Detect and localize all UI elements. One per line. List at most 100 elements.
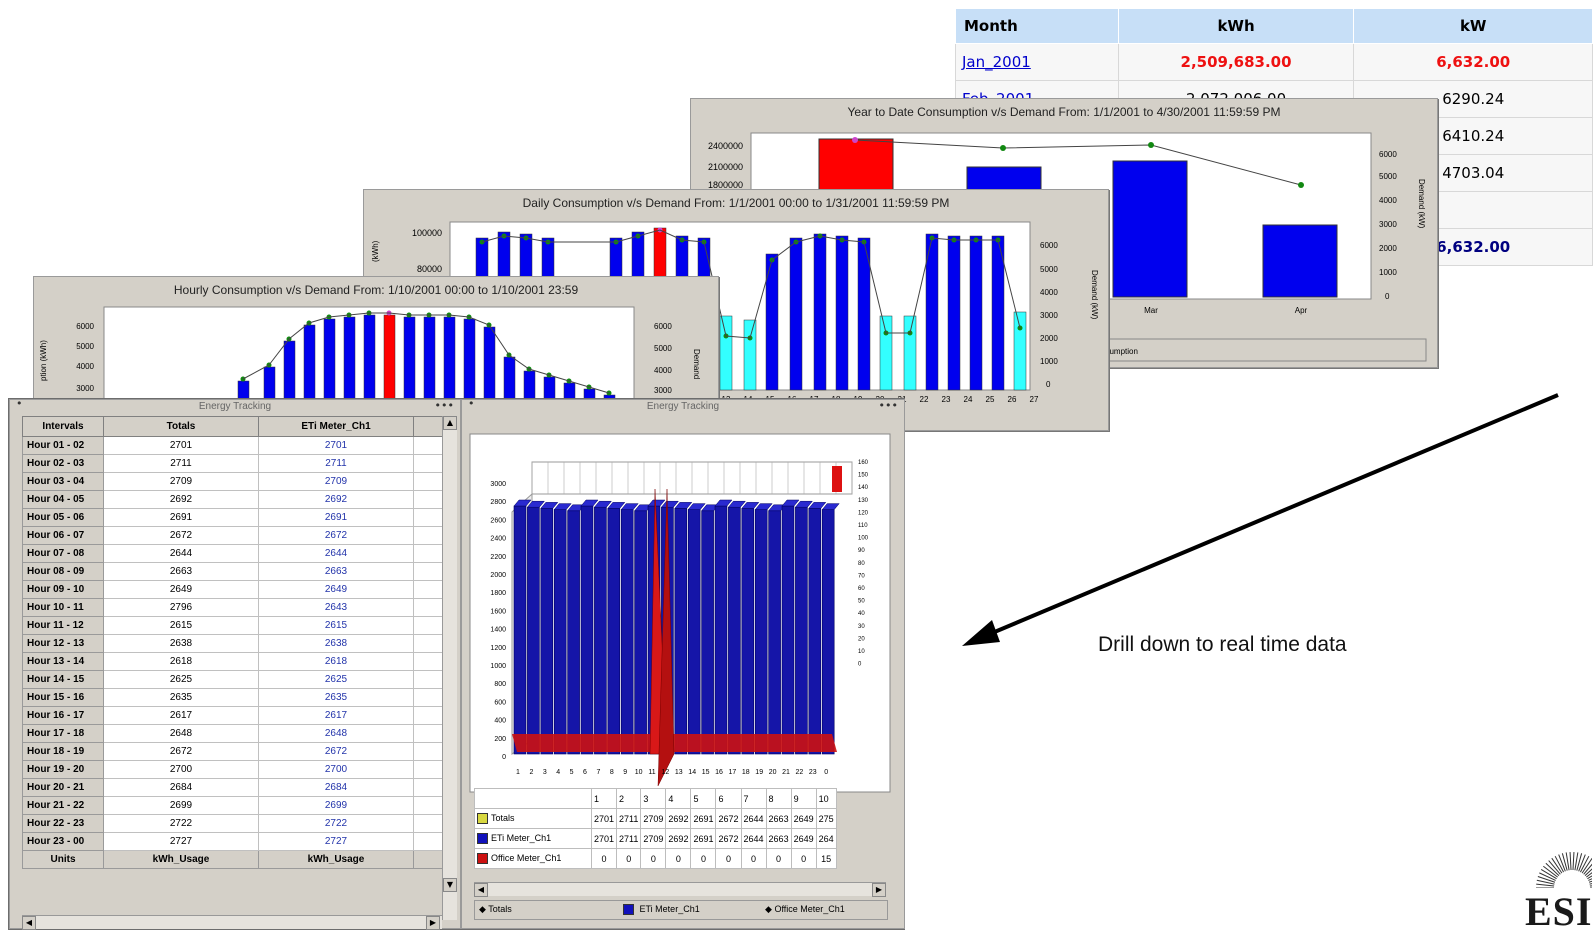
month-link-jan[interactable]: Jan_2001 bbox=[962, 53, 1031, 71]
series-value: 275 bbox=[815, 808, 837, 829]
daily-bar bbox=[743, 319, 757, 391]
kwh-cell: 2,509,683.00 bbox=[1117, 43, 1355, 81]
table-row[interactable]: Hour 12 - 13 2638 2638 bbox=[22, 634, 451, 653]
table-row[interactable]: Hour 20 - 21 2684 2684 bbox=[22, 778, 451, 797]
scroll-left-icon[interactable]: ◀ bbox=[474, 883, 488, 897]
y-tick: 2600 bbox=[490, 517, 506, 524]
daily-bar bbox=[765, 253, 779, 391]
sunburst-ray bbox=[1581, 857, 1592, 874]
vertical-scrollbar[interactable]: ▲ ▼ bbox=[442, 416, 457, 920]
series-value: 0 bbox=[715, 848, 742, 869]
month-header: Month bbox=[955, 8, 1119, 44]
energy-bar-top bbox=[660, 500, 679, 508]
energy-bar bbox=[607, 508, 621, 755]
x-label: 17 bbox=[729, 769, 737, 776]
table-row[interactable]: Hour 22 - 23 2722 2722 bbox=[22, 814, 451, 833]
energy-tracking-window: • Energy Tracking ••• Intervals Totals E… bbox=[8, 397, 905, 930]
line-marker-icon: ◆ bbox=[479, 904, 486, 914]
y2-tick: 20 bbox=[858, 636, 865, 642]
x-label: 4 bbox=[556, 769, 560, 776]
pane-options-icon[interactable]: ••• bbox=[878, 399, 898, 412]
table-row[interactable]: Hour 04 - 05 2692 2692 bbox=[22, 490, 451, 509]
energy-bar bbox=[808, 508, 822, 755]
y-tick: 80000 bbox=[417, 264, 442, 274]
table-row[interactable]: Hour 21 - 22 2699 2699 bbox=[22, 796, 451, 815]
table-row[interactable]: Hour 03 - 04 2709 2709 bbox=[22, 472, 451, 491]
series-col-header: 5 bbox=[690, 788, 717, 809]
energy-tracking-grid-pane: • Energy Tracking ••• Intervals Totals E… bbox=[9, 397, 461, 930]
swatch-icon bbox=[623, 904, 634, 916]
pane-menu-icon[interactable]: • bbox=[16, 397, 23, 410]
y-tick: 0 bbox=[502, 754, 506, 761]
horizontal-scrollbar[interactable]: ◀ ▶ bbox=[22, 915, 442, 930]
series-value: 2644 bbox=[740, 808, 767, 829]
pane-menu-icon[interactable]: • bbox=[468, 397, 475, 410]
table-row[interactable]: Hour 18 - 19 2672 2672 bbox=[22, 742, 451, 761]
table-row[interactable]: Hour 15 - 16 2635 2635 bbox=[22, 688, 451, 707]
eti-cell: 2644 bbox=[258, 544, 414, 563]
totals-cell: 2648 bbox=[103, 724, 259, 743]
chart-horizontal-scrollbar[interactable]: ◀ ▶ bbox=[474, 882, 886, 897]
series-value: 0 bbox=[690, 848, 717, 869]
series-value: 2692 bbox=[665, 808, 692, 829]
energy-bar bbox=[634, 510, 647, 755]
table-row[interactable]: Hour 07 - 08 2644 2644 bbox=[22, 544, 451, 563]
line-marker-icon: ◆ bbox=[765, 904, 772, 914]
table-row[interactable]: Hour 10 - 11 2796 2643 bbox=[22, 598, 451, 617]
interval-cell: Hour 15 - 16 bbox=[22, 688, 104, 707]
pane-options-icon[interactable]: ••• bbox=[434, 399, 454, 412]
energy-bar bbox=[567, 510, 580, 755]
table-row[interactable]: Hour 14 - 15 2625 2625 bbox=[22, 670, 451, 689]
table-row[interactable]: Hour 02 - 03 2711 2711 bbox=[22, 454, 451, 473]
y2-tick: 110 bbox=[858, 523, 868, 529]
column-header[interactable]: ETi Meter_Ch1 bbox=[258, 416, 414, 437]
y-tick: 2000 bbox=[490, 572, 506, 579]
table-row[interactable]: Hour 06 - 07 2672 2672 bbox=[22, 526, 451, 545]
y2-tick: 6000 bbox=[654, 322, 672, 331]
swatch-icon bbox=[477, 833, 488, 845]
y-tick: 1200 bbox=[490, 645, 506, 652]
table-row[interactable]: Hour 19 - 20 2700 2700 bbox=[22, 760, 451, 779]
table-row[interactable]: Hour 01 - 02 2701 2701 bbox=[22, 436, 451, 455]
column-header[interactable]: Intervals bbox=[22, 416, 104, 437]
y2-tick: 50 bbox=[858, 599, 865, 605]
kw-header: kW bbox=[1353, 8, 1593, 44]
x-label: 10 bbox=[635, 769, 643, 776]
table-row[interactable]: Hour 23 - 00 2727 2727 bbox=[22, 832, 451, 851]
y2-tick: 1000 bbox=[1379, 268, 1397, 277]
table-row[interactable]: Hour 16 - 17 2617 2617 bbox=[22, 706, 451, 725]
table-row[interactable]: Hour 08 - 09 2663 2663 bbox=[22, 562, 451, 581]
energy-bar-top bbox=[540, 502, 559, 509]
column-header[interactable]: Totals bbox=[103, 416, 259, 437]
table-row[interactable]: Hour 05 - 06 2691 2691 bbox=[22, 508, 451, 527]
x-label: 23 bbox=[942, 395, 951, 404]
sunburst-ray bbox=[1539, 872, 1556, 881]
series-row: ETi Meter_Ch1 2701 2711 2709 2692 2691 2672 264… bbox=[474, 828, 837, 849]
units-cell: kWh_Usage bbox=[258, 850, 414, 869]
sunburst-ray bbox=[1574, 852, 1579, 871]
y-tick: 5000 bbox=[76, 342, 94, 351]
energy-bar-top bbox=[580, 499, 599, 507]
sunburst-ray bbox=[1536, 883, 1555, 887]
totals-cell: 2625 bbox=[103, 670, 259, 689]
daily-bar bbox=[879, 315, 893, 391]
scroll-left-icon[interactable]: ◀ bbox=[22, 916, 36, 930]
y2-tick: 2000 bbox=[1379, 244, 1397, 253]
sunburst-ray bbox=[1537, 876, 1556, 883]
table-row[interactable]: Hour 17 - 18 2648 2648 bbox=[22, 724, 451, 743]
y-tick: 400 bbox=[494, 718, 506, 725]
x-label: 5 bbox=[570, 769, 574, 776]
legend-totals: ◆ Totals bbox=[479, 904, 512, 914]
scroll-up-icon[interactable]: ▲ bbox=[443, 416, 457, 430]
series-value: 0 bbox=[765, 848, 792, 869]
y-tick: 100000 bbox=[412, 228, 442, 238]
series-col-header: 2 bbox=[616, 788, 642, 809]
x-label: 20 bbox=[769, 769, 777, 776]
scroll-right-icon[interactable]: ▶ bbox=[426, 916, 440, 930]
eti-cell: 2672 bbox=[258, 742, 414, 761]
table-row[interactable]: Hour 11 - 12 2615 2615 bbox=[22, 616, 451, 635]
table-row[interactable]: Hour 09 - 10 2649 2649 bbox=[22, 580, 451, 599]
scroll-down-icon[interactable]: ▼ bbox=[443, 878, 457, 892]
scroll-right-icon[interactable]: ▶ bbox=[872, 883, 886, 897]
table-row[interactable]: Hour 13 - 14 2618 2618 bbox=[22, 652, 451, 671]
